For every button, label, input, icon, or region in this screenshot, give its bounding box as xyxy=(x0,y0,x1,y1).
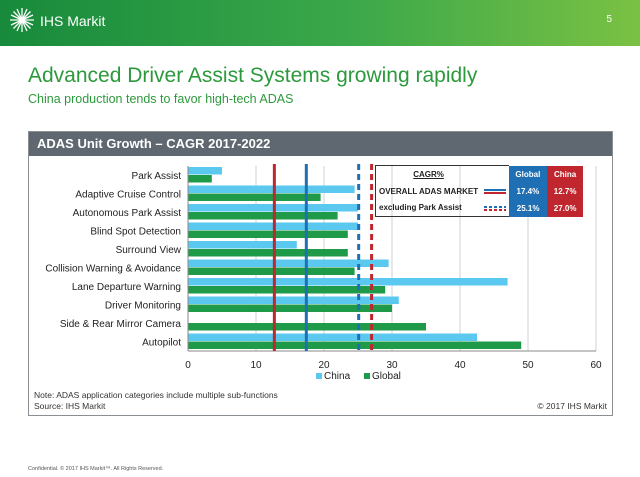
category-label: Blind Spot Detection xyxy=(90,226,181,237)
ihs-globe-logo-icon xyxy=(10,8,34,32)
bar-china xyxy=(188,241,297,249)
bar-china xyxy=(188,185,355,193)
chart-title: ADAS Unit Growth – CAGR 2017-2022 xyxy=(29,132,612,156)
x-tick-label: 10 xyxy=(250,360,262,371)
x-tick-label: 50 xyxy=(522,360,534,371)
bar-global xyxy=(188,341,522,349)
category-label: Lane Departure Warning xyxy=(72,282,181,293)
x-tick-label: 20 xyxy=(318,360,330,371)
bar-china xyxy=(188,296,399,304)
note-text: Note: ADAS application categories includ… xyxy=(34,390,278,400)
bar-china xyxy=(188,333,477,341)
x-tick-label: 60 xyxy=(590,360,602,371)
brand-name: IHS Markit xyxy=(40,13,106,29)
cagr-col-china: China xyxy=(547,165,584,183)
cagr-col-global: Global xyxy=(509,165,548,183)
category-label: Side & Rear Mirror Camera xyxy=(60,319,182,330)
x-tick-label: 0 xyxy=(185,360,191,371)
category-label: Autopilot xyxy=(142,337,181,348)
cagr-value-global: 25.1% xyxy=(509,199,548,217)
copyright-text: © 2017 IHS Markit xyxy=(537,401,607,411)
cagr-value-china: 27.0% xyxy=(547,199,584,217)
cagr-header: CAGR% xyxy=(375,165,482,183)
bar-china xyxy=(188,278,508,286)
category-label: Park Assist xyxy=(132,171,182,182)
bar-china xyxy=(188,167,222,175)
footer-confidential: Confidential. © 2017 IHS Markit™. All Ri… xyxy=(28,466,164,472)
bar-global xyxy=(188,212,338,220)
cagr-row-label: excluding Park Assist xyxy=(375,199,482,217)
bar-global xyxy=(188,304,392,312)
bar-global xyxy=(188,286,386,294)
dashed-line-swatch-icon xyxy=(484,205,507,211)
category-label: Collision Warning & Avoidance xyxy=(45,263,181,274)
bar-global xyxy=(188,230,348,238)
bar-china xyxy=(188,259,389,267)
category-label: Autonomous Park Assist xyxy=(73,208,182,219)
slide-subtitle: China production tends to favor high-tec… xyxy=(28,92,294,106)
bar-global xyxy=(188,249,348,257)
cagr-table: CAGR% Global China OVERALL ADAS MARKET 1… xyxy=(375,165,584,217)
legend-label-china: China xyxy=(324,371,351,382)
chart-notes: Note: ADAS application categories includ… xyxy=(34,390,278,412)
category-label: Driver Monitoring xyxy=(105,300,181,311)
cagr-value-global: 17.4% xyxy=(509,182,548,200)
page-number: 5 xyxy=(606,14,612,25)
x-tick-label: 30 xyxy=(386,360,398,371)
cagr-row-label: OVERALL ADAS MARKET xyxy=(375,182,482,200)
slide-title: Advanced Driver Assist Systems growing r… xyxy=(28,64,478,87)
source-text: Source: IHS Markit xyxy=(34,401,106,411)
legend-swatch-global xyxy=(364,373,370,379)
legend-swatch-china xyxy=(316,373,322,379)
solid-line-swatch-icon xyxy=(484,188,507,194)
header-bar: IHS Markit 5 xyxy=(0,0,640,46)
category-label: Surround View xyxy=(116,245,182,256)
bar-global xyxy=(188,267,355,275)
bar-global xyxy=(188,175,212,183)
legend-label-global: Global xyxy=(372,371,401,382)
category-label: Adaptive Cruise Control xyxy=(75,189,181,200)
bar-global xyxy=(188,193,321,201)
cagr-value-china: 12.7% xyxy=(547,182,584,200)
x-tick-label: 40 xyxy=(454,360,466,371)
